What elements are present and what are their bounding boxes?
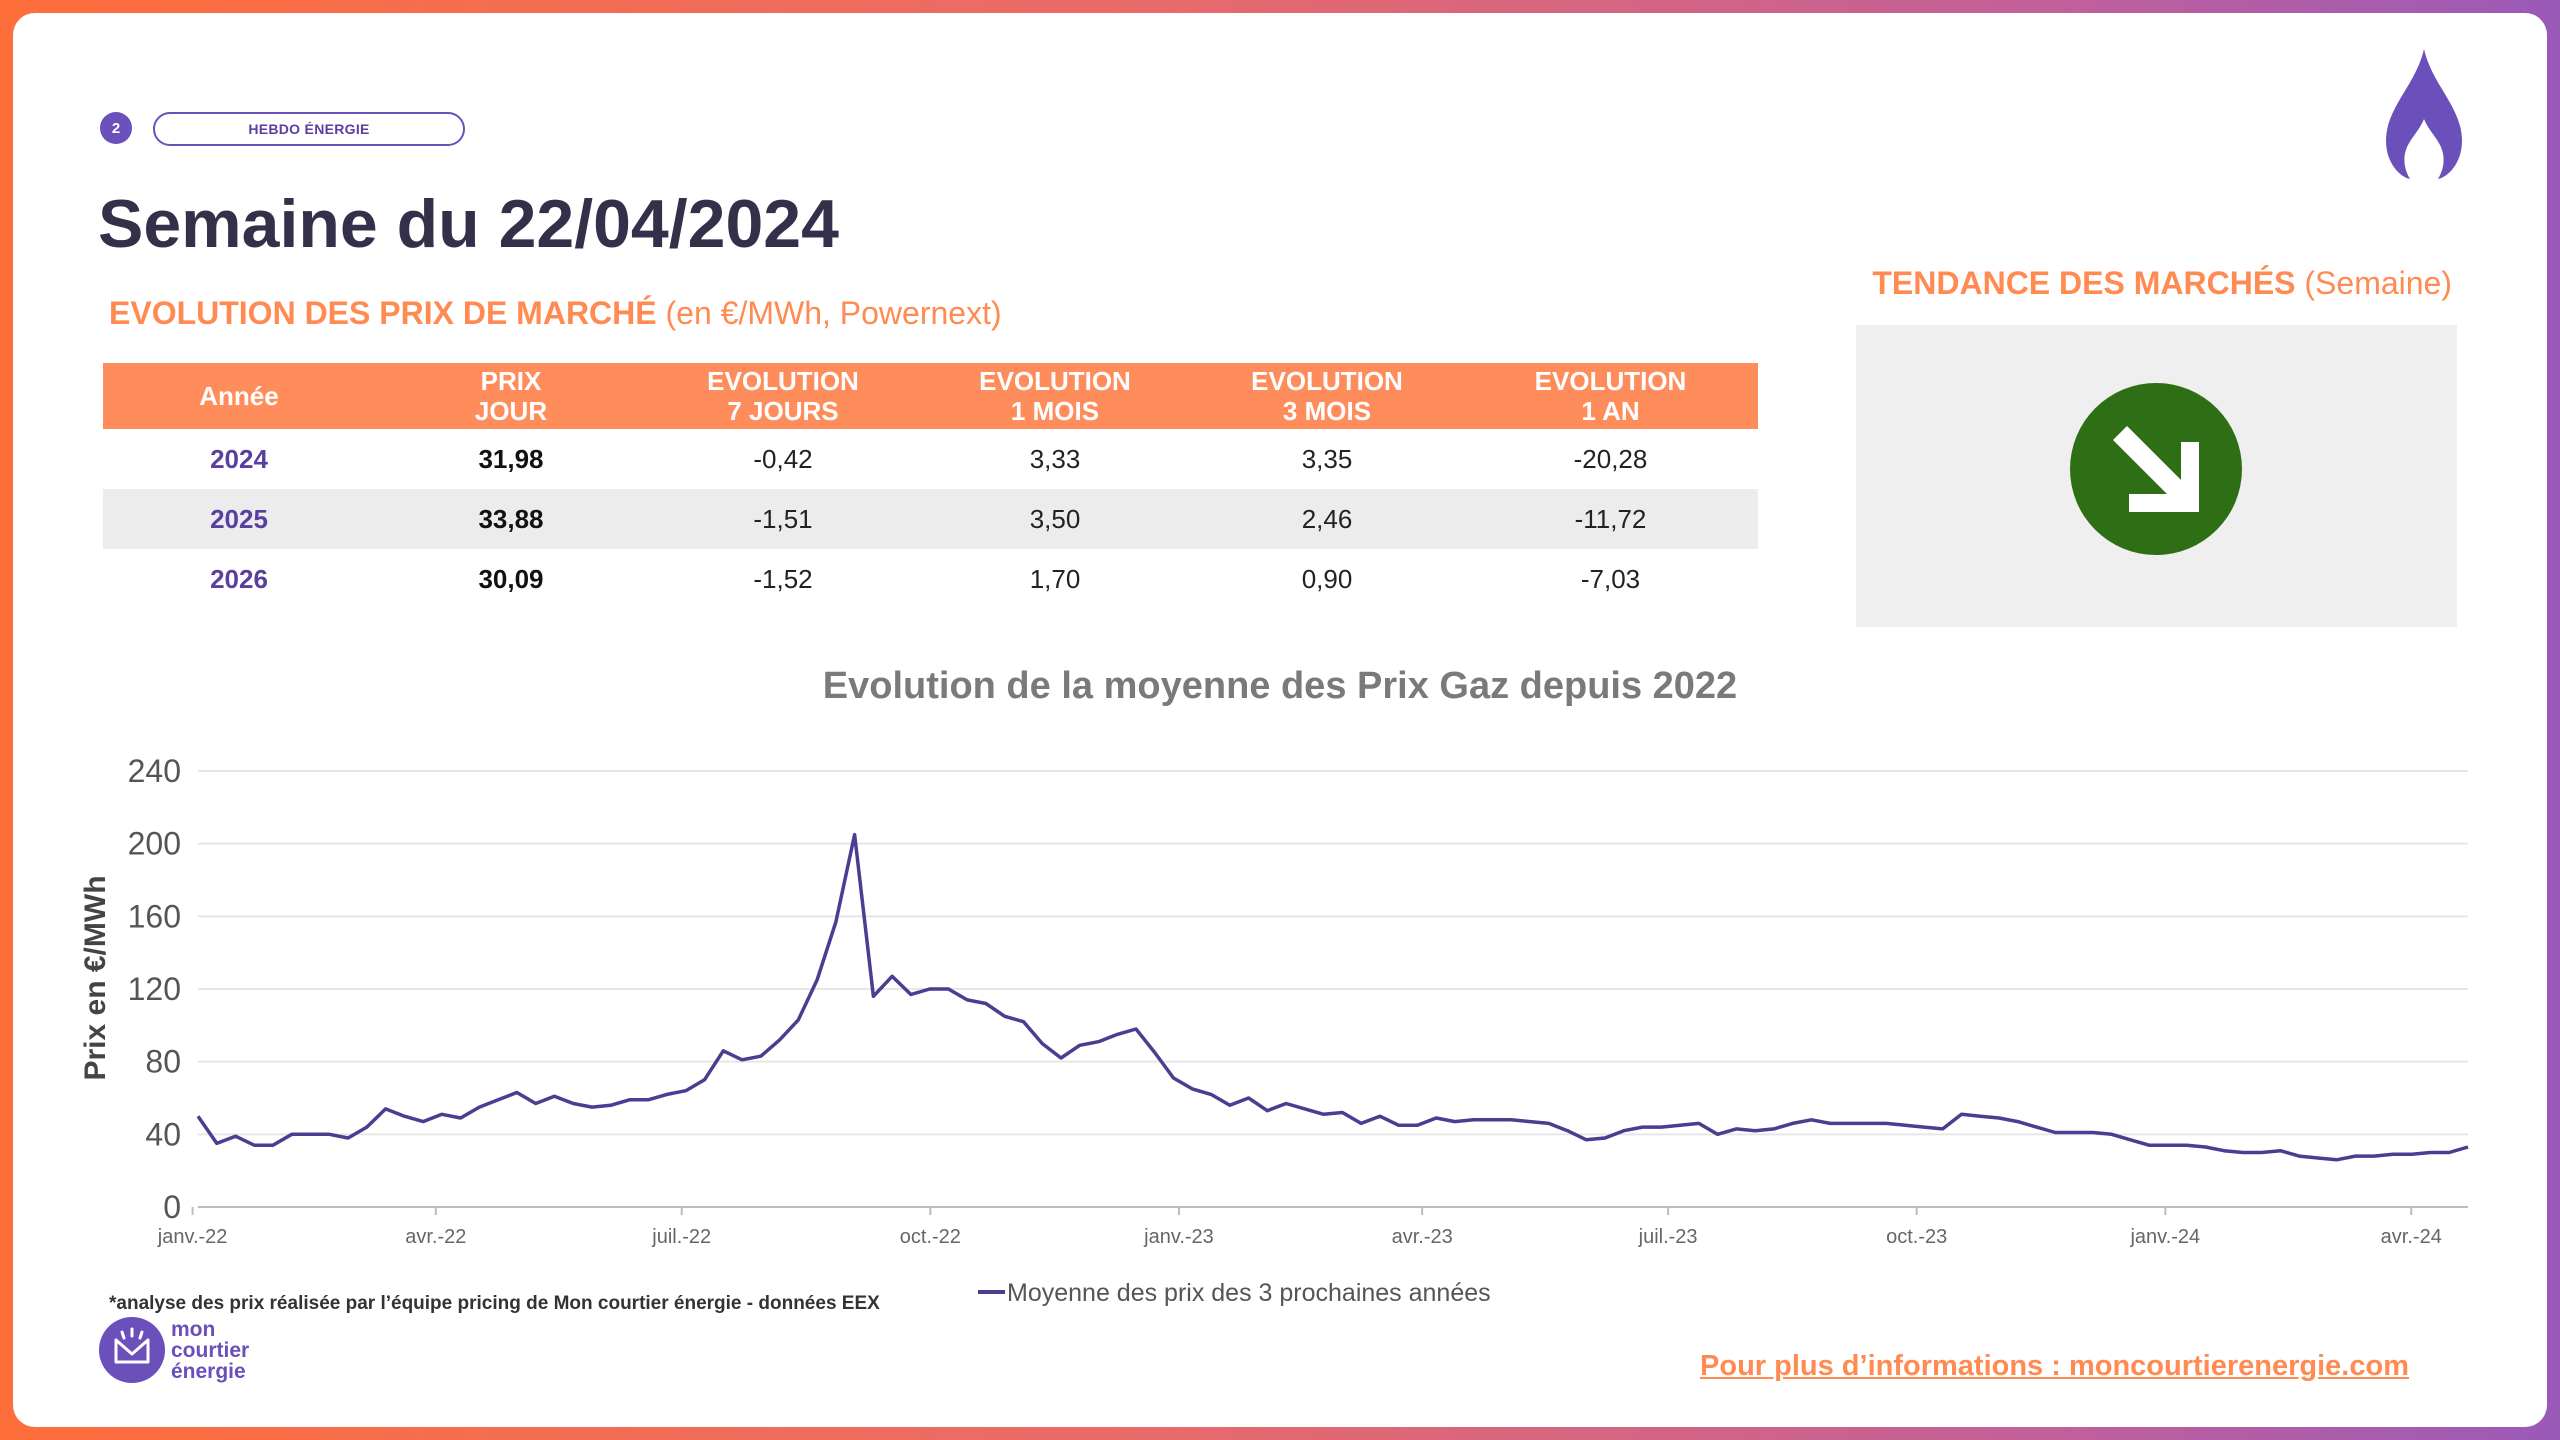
evol-3m-cell: 0,90 <box>1301 563 1353 594</box>
y-tick-labels: 0 40 80 120 160 200 240 <box>128 753 181 1225</box>
table-row: 2024 31,98 -0,42 3,33 3,35 -20,28 <box>103 429 1758 489</box>
x-tick-labels: janv.-22 avr.-22 juil.-22 oct.-22 janv.-23 av… <box>157 1207 2442 1248</box>
legend-label: Moyenne des prix des 3 prochaines années <box>1007 1279 1491 1307</box>
trend-heading: TENDANCE DES MARCHÉS <box>1872 265 2296 301</box>
column-header-label: Année <box>199 381 279 411</box>
column-header-prix: PRIX JOUR <box>375 363 647 429</box>
evol-1a-cell: -11,72 <box>1463 489 1758 549</box>
website-link[interactable]: Pour plus d’informations : moncourtieren… <box>1700 1350 2409 1382</box>
mon-courtier-logo-icon <box>99 1317 165 1383</box>
column-header-label: EVOLUTION <box>1534 366 1687 396</box>
x-tick-label: avr.-24 <box>2381 1226 2442 1248</box>
trend-title: TENDANCE DES MARCHÉS (Semaine) <box>1872 265 2452 302</box>
evol-1m-cell: 3,33 <box>1029 443 1081 474</box>
market-prices-heading: EVOLUTION DES PRIX DE MARCHÉ <box>109 295 657 331</box>
y-tick-label: 240 <box>128 753 181 789</box>
arrow-down-right-icon <box>2070 383 2242 555</box>
series-line <box>196 832 2469 1162</box>
page-frame: 2 HEBDO ÉNERGIE Semaine du 22/04/2024 EV… <box>13 13 2547 1427</box>
prix-jour-cell: 33,88 <box>375 489 647 549</box>
evol-7j-cell: -0,42 <box>753 443 813 474</box>
column-header-label: EVOLUTION <box>979 366 1131 396</box>
x-tick-label: janv.-22 <box>157 1226 228 1248</box>
x-tick-label: avr.-23 <box>1392 1226 1453 1248</box>
y-tick-label: 200 <box>128 826 181 862</box>
x-tick-label: oct.-23 <box>1886 1226 1947 1248</box>
column-header-label: EVOLUTION <box>707 366 859 396</box>
column-header-evol-3m: EVOLUTION 3 MOIS <box>1191 363 1463 429</box>
table-row: 2025 33,88 -1,51 3,50 2,46 -11,72 <box>103 489 1758 549</box>
brand-name: mon courtier énergie <box>171 1318 250 1383</box>
table-header-row: Année PRIX JOUR EVOLUTION 7 JOURS EVOLUTIO… <box>103 363 1758 429</box>
x-tick-label: avr.-22 <box>405 1226 466 1248</box>
x-tick-label: juil.-23 <box>1638 1226 1698 1248</box>
market-prices-title: EVOLUTION DES PRIX DE MARCHÉ (en €/MWh, … <box>109 295 1002 332</box>
chart-series <box>196 832 2469 1162</box>
chart-legend: Moyenne des prix des 3 prochaines années <box>978 1279 1491 1307</box>
evol-1m-cell: 3,50 <box>919 489 1191 549</box>
column-header-label: EVOLUTION <box>1251 366 1403 396</box>
x-tick-label: janv.-23 <box>1143 1226 1214 1248</box>
year-cell: 2024 <box>210 443 268 474</box>
chart-grid <box>198 770 2468 1208</box>
page-title: Semaine du 22/04/2024 <box>98 186 839 262</box>
y-tick-label: 80 <box>145 1044 181 1080</box>
year-cell: 2025 <box>103 489 375 549</box>
evol-3m-cell: 2,46 <box>1191 489 1463 549</box>
column-header-evol-1m: EVOLUTION 1 MOIS <box>919 363 1191 429</box>
column-header-label: JOUR <box>474 396 548 426</box>
footnote: *analyse des prix réalisée par l’équipe … <box>109 1293 880 1314</box>
market-prices-subtitle: (en €/MWh, Powernext) <box>665 295 1002 331</box>
price-chart: Prix en €/MWh 0 40 80 120 160 200 240 janv.-22… <box>79 753 2469 1307</box>
evol-7j-cell: -1,51 <box>647 489 919 549</box>
column-header-label: 7 JOURS <box>727 396 839 426</box>
market-prices-table: Année PRIX JOUR EVOLUTION 7 JOURS EVOLUTIO… <box>103 363 1758 609</box>
y-tick-label: 120 <box>128 971 181 1007</box>
y-tick-label: 0 <box>163 1189 181 1225</box>
column-header-label: 1 MOIS <box>1010 396 1100 426</box>
flame-icon <box>2386 49 2462 179</box>
y-tick-label: 160 <box>128 898 181 934</box>
column-header-label: 3 MOIS <box>1282 396 1372 426</box>
column-header-label: 1 AN <box>1581 396 1640 426</box>
page-number-badge: 2 <box>100 112 132 144</box>
table-row: 2026 30,09 -1,52 1,70 0,90 -7,03 <box>103 549 1758 609</box>
evol-3m-cell: 3,35 <box>1301 443 1353 474</box>
y-tick-label: 40 <box>145 1116 181 1152</box>
x-tick-label: oct.-22 <box>900 1226 961 1248</box>
trend-panel <box>1856 325 2457 627</box>
evol-1m-cell: 1,70 <box>1029 563 1081 594</box>
evol-1a-cell: -20,28 <box>1573 443 1648 474</box>
column-header-evol-7j: EVOLUTION 7 JOURS <box>647 363 919 429</box>
y-axis-label: Prix en €/MWh <box>79 875 112 1080</box>
hebdo-energie-tag: HEBDO ÉNERGIE <box>153 112 465 146</box>
prix-jour-cell: 30,09 <box>478 563 544 594</box>
column-header-label: PRIX <box>480 366 542 396</box>
year-cell: 2026 <box>210 563 268 594</box>
prix-jour-cell: 31,98 <box>478 443 544 474</box>
chart-title: Evolution de la moyenne des Prix Gaz dep… <box>822 665 1738 707</box>
x-tick-label: janv.-24 <box>2129 1226 2200 1248</box>
evol-7j-cell: -1,52 <box>753 563 813 594</box>
column-header-evol-1a: EVOLUTION 1 AN <box>1463 363 1758 429</box>
x-tick-label: juil.-22 <box>651 1226 711 1248</box>
column-header-year: Année <box>103 363 375 429</box>
evol-1a-cell: -7,03 <box>1580 563 1641 594</box>
trend-subtitle: (Semaine) <box>2304 265 2452 301</box>
